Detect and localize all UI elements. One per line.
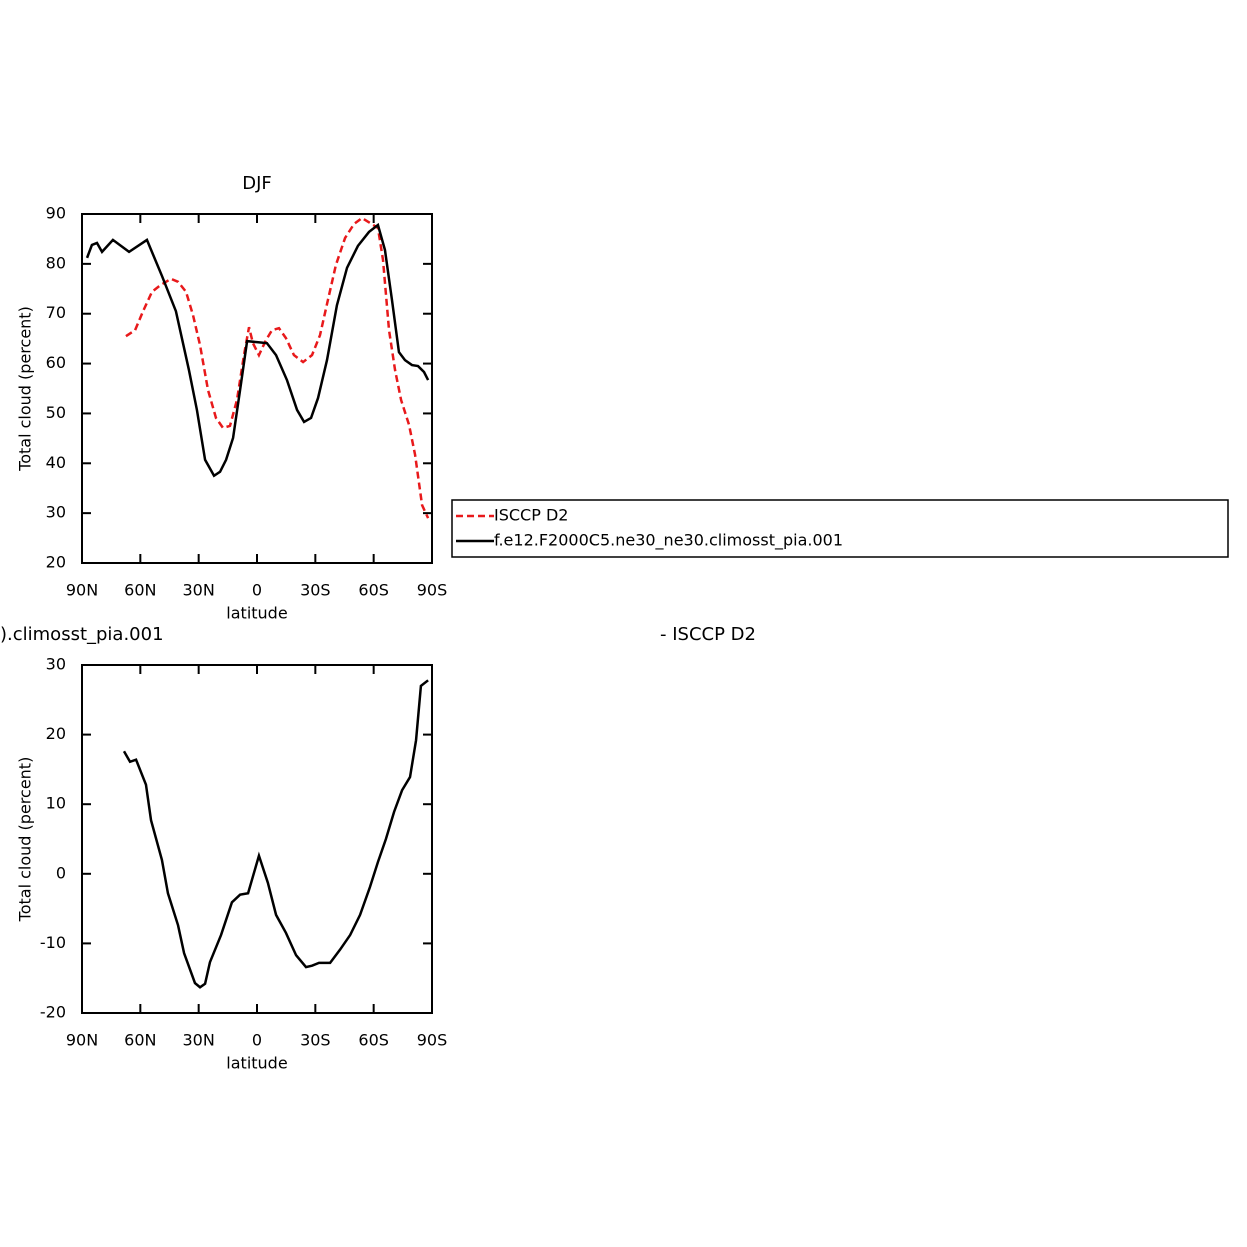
y-tick-label: 0 <box>56 863 66 882</box>
x-tick-label: 90S <box>417 1031 448 1050</box>
x-tick-label: 60N <box>124 1031 156 1050</box>
y-tick-label: 80 <box>46 253 66 272</box>
data-line <box>122 679 429 989</box>
x-tick-label: 0 <box>252 1031 262 1050</box>
y-tick-label: -20 <box>40 1003 66 1022</box>
x-tick-label: 30N <box>183 581 215 600</box>
y-tick-label: 10 <box>46 794 66 813</box>
x-tick-label: 0 <box>252 581 262 600</box>
x-tick-label: 60S <box>358 1031 389 1050</box>
y-tick-label: -10 <box>40 933 66 952</box>
x-tick-label: 60S <box>358 581 389 600</box>
chart-subtitle: - ISCCP D2 <box>660 624 756 645</box>
y-tick-label: 70 <box>46 303 66 322</box>
x-tick-label: 90N <box>66 581 98 600</box>
legend-label: ISCCP D2 <box>494 506 568 525</box>
y-axis-label: Total cloud (percent) <box>16 757 35 923</box>
chart-title: DJF <box>242 173 272 194</box>
x-tick-label: 90N <box>66 1031 98 1050</box>
x-axis-label: latitude <box>226 604 287 623</box>
plot-frame <box>81 664 433 1014</box>
x-tick-label: 60N <box>124 581 156 600</box>
y-tick-label: 30 <box>46 503 66 522</box>
y-tick-label: 40 <box>46 453 66 472</box>
x-tick-label: 30N <box>183 1031 215 1050</box>
data-line <box>125 216 430 519</box>
chart-title: ).climosst_pia.001 <box>0 624 164 645</box>
y-tick-label: 90 <box>46 204 66 223</box>
x-tick-label: 30S <box>300 581 331 600</box>
legend-box <box>451 499 1229 558</box>
x-tick-label: 30S <box>300 1031 331 1050</box>
data-line <box>85 222 430 478</box>
x-tick-label: 90S <box>417 581 448 600</box>
x-axis-label: latitude <box>226 1054 287 1073</box>
y-tick-label: 20 <box>46 724 66 743</box>
legend-label: f.e12.F2000C5.ne30_ne30.climosst_pia.001 <box>494 531 843 551</box>
y-tick-label: 60 <box>46 353 66 372</box>
y-axis-label: Total cloud (percent) <box>16 306 35 472</box>
plot-frame <box>81 213 433 564</box>
y-tick-label: 30 <box>46 655 66 674</box>
y-tick-label: 50 <box>46 403 66 422</box>
y-tick-label: 20 <box>46 553 66 572</box>
